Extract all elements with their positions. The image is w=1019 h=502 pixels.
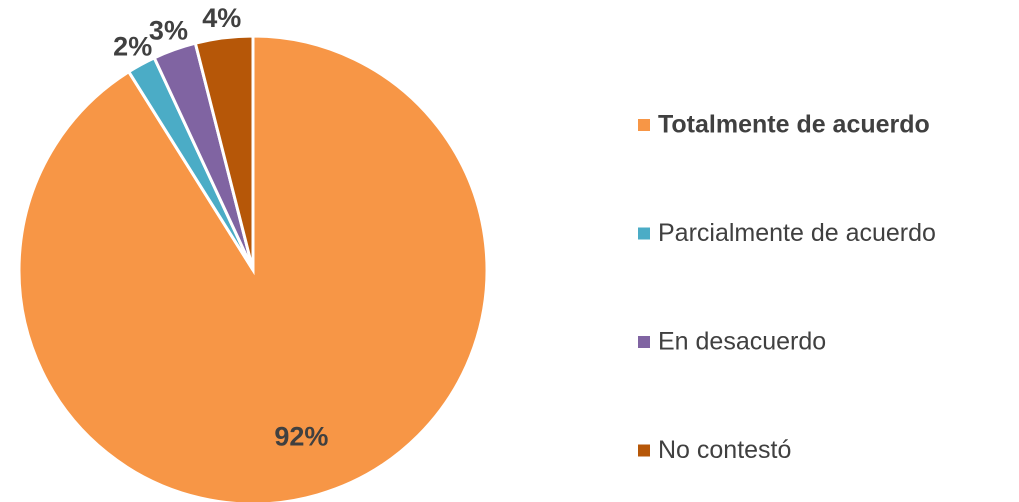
legend-swatch	[638, 227, 650, 240]
pie-slice	[193, 34, 255, 271]
data-label: 92%	[274, 421, 328, 451]
legend-label: Parcialmente de acuerdo	[658, 219, 936, 247]
legend-swatch	[638, 444, 650, 457]
legend-label: No contestó	[658, 436, 791, 464]
data-label: 3%	[149, 16, 188, 46]
legend-label: En desacuerdo	[658, 328, 826, 356]
legend-swatch	[638, 336, 650, 348]
data-label: 2%	[113, 32, 152, 62]
legend-label: Totalmente de acuerdo	[658, 111, 930, 139]
legend-swatch	[638, 119, 650, 131]
data-label: 4%	[202, 3, 241, 33]
